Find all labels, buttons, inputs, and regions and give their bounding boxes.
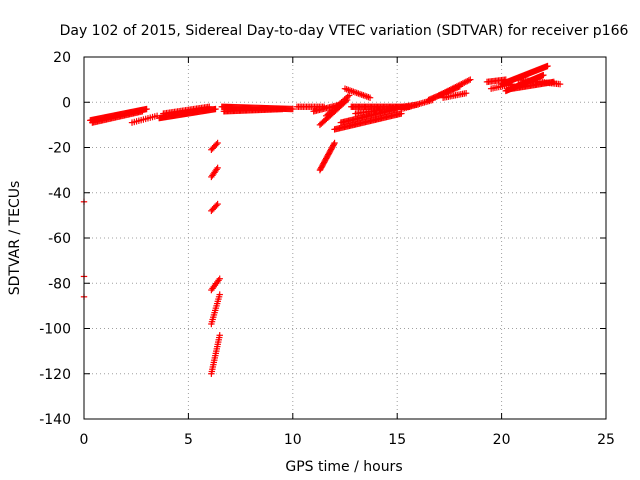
y-tick-label: 20 [53,50,71,66]
data-point [435,92,443,99]
y-tick-label: -20 [48,141,71,157]
y-tick-label: -100 [39,322,71,338]
data-point [444,87,452,95]
x-tick-label: 15 [388,432,406,448]
data-point [450,84,458,92]
data-point [366,94,374,101]
plot-frame [83,56,607,420]
data-point [139,108,146,115]
data-point [213,202,220,209]
data-point [544,62,551,70]
data-point [214,164,221,172]
data-point [556,80,564,88]
data-points [80,62,564,377]
data-point [331,139,338,147]
data-point [213,141,220,148]
data-point [447,86,455,93]
data-point [216,291,223,298]
data-point [214,139,221,147]
data-point [214,200,221,208]
x-axis-label: GPS time / hours [285,459,402,475]
x-tick-label: 10 [284,432,302,448]
data-point [216,275,223,282]
data-point [452,83,459,91]
data-point [461,79,468,86]
data-point [465,77,472,84]
data-point [216,332,223,339]
data-point [540,71,547,79]
data-point [279,105,286,113]
y-axis-label: SDTVAR / TECUs [7,181,23,296]
data-point [458,80,465,88]
data-point [212,105,219,113]
x-tick-label: 20 [493,432,511,448]
y-tick-label: 0 [62,95,71,111]
grid-lines [84,57,606,419]
data-point [459,80,467,87]
data-point [438,90,446,98]
data-point [330,141,338,148]
data-point [462,78,470,86]
data-point [345,92,353,99]
x-tick-label: 0 [80,432,89,448]
y-tick-label: -60 [48,231,71,247]
data-point [467,76,474,83]
data-point [449,85,456,92]
x-tick-label: 25 [597,432,615,448]
data-point [289,105,296,113]
data-point [446,86,453,94]
y-tick-label: -40 [48,186,71,202]
data-point [462,90,470,97]
data-point [344,93,351,101]
data-point [143,105,150,113]
data-point [456,81,464,89]
data-point [464,77,471,85]
chart-title: Day 102 of 2015, Sidereal Day-to-day VTE… [60,23,629,39]
data-point [213,166,220,173]
data-point [443,88,450,95]
y-tick-label: -80 [48,276,71,292]
y-tick-label: -140 [39,412,71,428]
x-tick-label: 5 [184,432,193,448]
data-point [206,103,213,110]
data-point [455,82,462,89]
y-tick-label: -120 [39,367,71,383]
data-point [453,83,461,90]
axis-ticks: -140 -120 -100 -80 -60 -40 -20 0 20 0 5 10 15 20 25 [39,50,615,448]
